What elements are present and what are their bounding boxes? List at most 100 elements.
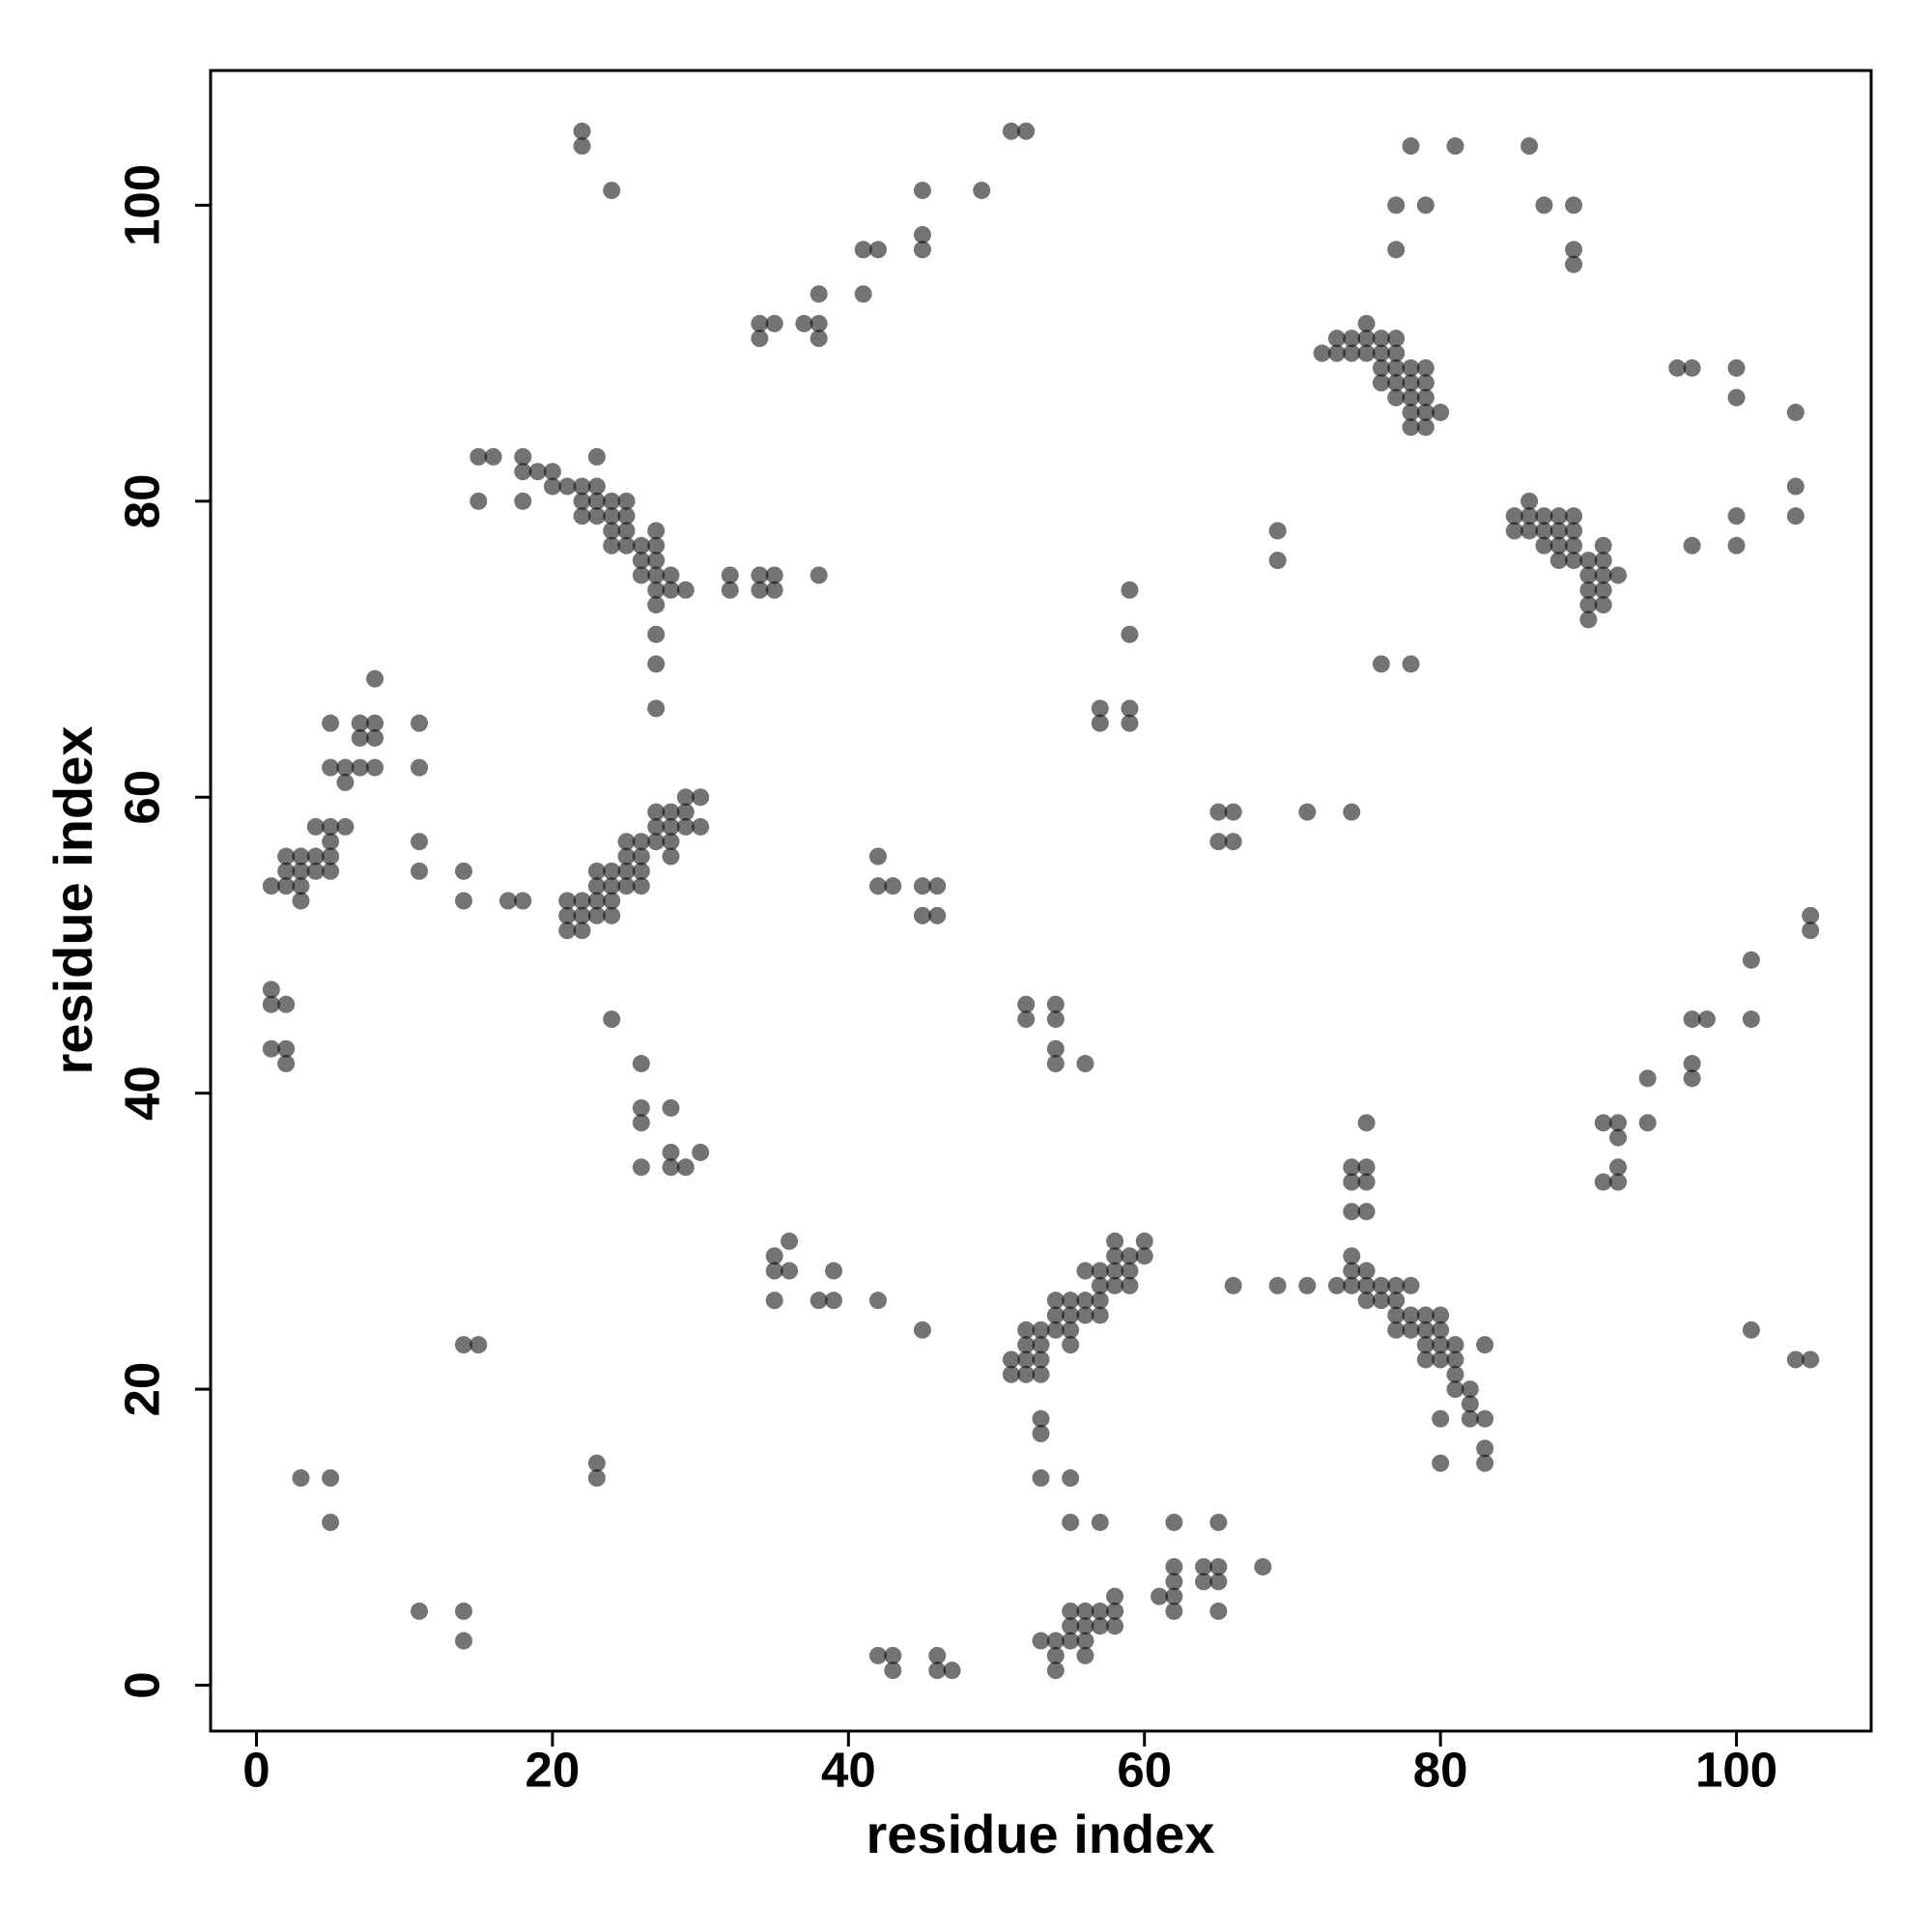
- point: [1002, 1365, 1020, 1383]
- point: [632, 1158, 650, 1177]
- point: [632, 862, 650, 880]
- point: [603, 522, 621, 540]
- point: [306, 862, 325, 880]
- point: [1165, 1587, 1183, 1605]
- x-tick-label: 20: [526, 1742, 581, 1797]
- point: [1046, 1306, 1065, 1324]
- point: [1076, 1646, 1094, 1664]
- point: [1209, 1557, 1228, 1576]
- point: [632, 877, 650, 895]
- point: [1268, 522, 1287, 540]
- point: [1046, 1292, 1065, 1310]
- point: [351, 728, 369, 747]
- point: [1520, 522, 1539, 540]
- point: [1416, 418, 1435, 437]
- point: [1224, 803, 1242, 821]
- y-axis-title: residue index: [43, 725, 103, 1074]
- point: [1209, 1573, 1228, 1591]
- point: [1313, 344, 1331, 362]
- point: [1121, 625, 1139, 643]
- point: [913, 226, 931, 244]
- point: [1387, 196, 1406, 214]
- point: [277, 862, 296, 880]
- point: [1046, 1321, 1065, 1339]
- point: [322, 1469, 340, 1488]
- point: [1357, 1292, 1376, 1310]
- point: [617, 847, 636, 866]
- point: [1165, 1573, 1183, 1591]
- point: [751, 566, 769, 584]
- point: [765, 581, 783, 599]
- point: [647, 803, 666, 821]
- point: [322, 714, 340, 732]
- point: [1535, 522, 1553, 540]
- point: [1476, 1454, 1494, 1472]
- point: [277, 847, 296, 866]
- point: [366, 714, 384, 732]
- point: [1594, 1173, 1612, 1191]
- point: [1062, 1292, 1080, 1310]
- point: [913, 1321, 931, 1339]
- point: [1461, 1409, 1479, 1428]
- point: [617, 492, 636, 510]
- point: [810, 314, 828, 332]
- point: [1327, 1276, 1346, 1294]
- point: [1357, 314, 1376, 332]
- point: [1372, 358, 1390, 377]
- point: [411, 758, 429, 777]
- point: [322, 1513, 340, 1531]
- point: [1387, 329, 1406, 348]
- point: [514, 492, 532, 510]
- point: [1402, 1276, 1420, 1294]
- point: [603, 492, 621, 510]
- point: [662, 833, 680, 851]
- point: [1683, 536, 1701, 554]
- point: [1062, 1469, 1080, 1488]
- point: [1195, 1557, 1213, 1576]
- point: [1357, 1203, 1376, 1221]
- point: [514, 447, 532, 466]
- point: [1446, 1336, 1464, 1354]
- point: [1062, 1617, 1080, 1635]
- point: [647, 596, 666, 614]
- point: [603, 892, 621, 910]
- point: [1343, 1158, 1361, 1177]
- point: [1106, 1587, 1124, 1605]
- point: [322, 833, 340, 851]
- point: [1224, 1276, 1242, 1294]
- point: [558, 892, 577, 910]
- point: [1032, 1409, 1050, 1428]
- point: [1416, 1321, 1435, 1339]
- point: [498, 892, 517, 910]
- point: [1446, 1380, 1464, 1399]
- point: [1017, 1321, 1036, 1339]
- point: [1387, 1276, 1406, 1294]
- point: [411, 862, 429, 880]
- point: [1579, 596, 1598, 614]
- point: [647, 655, 666, 673]
- point: [1387, 358, 1406, 377]
- point: [1165, 1513, 1183, 1531]
- point: [587, 862, 606, 880]
- point: [1076, 1292, 1094, 1310]
- point: [1062, 1321, 1080, 1339]
- point: [662, 1158, 680, 1177]
- point: [1076, 1602, 1094, 1620]
- point: [1638, 1114, 1657, 1132]
- point: [1432, 403, 1450, 421]
- point: [1402, 1306, 1420, 1324]
- point: [587, 447, 606, 466]
- point: [1416, 358, 1435, 377]
- point: [411, 714, 429, 732]
- point: [1786, 403, 1804, 421]
- point: [1727, 507, 1746, 526]
- point: [277, 877, 296, 895]
- point: [676, 803, 695, 821]
- point: [1416, 1306, 1435, 1324]
- point: [603, 862, 621, 880]
- point: [1343, 1173, 1361, 1191]
- point: [1594, 1114, 1612, 1132]
- point: [603, 877, 621, 895]
- point: [1343, 329, 1361, 348]
- point: [1091, 699, 1109, 718]
